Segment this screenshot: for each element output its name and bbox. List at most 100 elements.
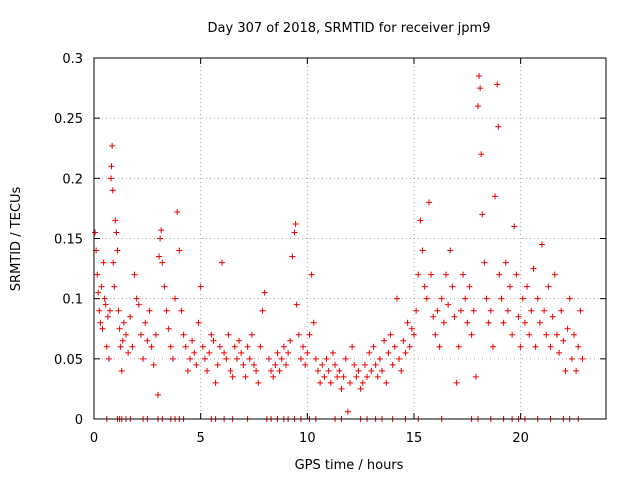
data-point [487, 307, 494, 314]
data-point [182, 343, 189, 350]
data-point [425, 199, 432, 206]
data-point [95, 289, 102, 296]
data-point [104, 313, 111, 320]
data-point [376, 355, 383, 362]
data-point [344, 408, 351, 415]
data-point [391, 343, 398, 350]
data-point [389, 361, 396, 368]
data-point [408, 325, 415, 332]
data-point [295, 331, 302, 338]
data-point [534, 295, 541, 302]
data-point [338, 385, 345, 392]
data-point [519, 295, 526, 302]
data-point [94, 271, 101, 278]
data-point [100, 259, 107, 266]
data-point [163, 307, 170, 314]
data-point [334, 373, 341, 380]
data-point [227, 367, 234, 374]
data-point [379, 367, 385, 374]
data-point [492, 193, 499, 200]
data-point [285, 349, 292, 356]
data-point [457, 307, 464, 314]
data-point [201, 355, 208, 362]
x-tick-label: 20 [512, 431, 529, 446]
data-point [221, 349, 228, 356]
data-point [462, 295, 469, 302]
data-point [558, 307, 565, 314]
data-point [159, 259, 166, 266]
data-point [526, 331, 533, 338]
data-point [432, 331, 439, 338]
data-point [500, 319, 507, 326]
data-point [270, 373, 277, 380]
data-point [102, 301, 109, 308]
data-point [479, 211, 486, 218]
data-point [174, 209, 181, 216]
data-point [114, 247, 121, 254]
data-point [438, 295, 445, 302]
data-point [445, 301, 452, 308]
data-point [293, 301, 300, 308]
data-point [238, 349, 245, 356]
data-point [477, 85, 484, 92]
data-point [553, 331, 560, 338]
data-point [289, 253, 296, 260]
data-point [150, 361, 157, 368]
data-point [156, 253, 163, 260]
data-point [251, 361, 257, 368]
data-point [312, 355, 319, 362]
data-point [402, 349, 409, 356]
data-point [568, 355, 575, 362]
data-point [421, 283, 428, 290]
data-point [560, 337, 567, 344]
data-point [483, 295, 490, 302]
data-point [419, 247, 426, 254]
data-point [521, 319, 528, 326]
data-point [536, 319, 543, 326]
data-point [292, 221, 299, 228]
data-point [193, 361, 200, 368]
data-point [101, 295, 108, 302]
data-point [577, 307, 584, 314]
data-point [496, 271, 503, 278]
data-point [212, 379, 219, 386]
data-point [327, 379, 334, 386]
data-point [364, 373, 371, 380]
data-point [430, 313, 437, 320]
data-point [158, 227, 165, 234]
data-point [129, 343, 136, 350]
data-point [161, 283, 168, 290]
data-point [244, 343, 251, 350]
data-point [115, 307, 122, 314]
data-point [485, 319, 492, 326]
data-point [504, 307, 511, 314]
data-point [466, 283, 473, 290]
data-point [109, 187, 116, 194]
data-point [396, 355, 403, 362]
data-point [206, 349, 213, 356]
data-point [169, 355, 176, 362]
data-point [579, 355, 586, 362]
data-point [415, 271, 422, 278]
data-point [319, 361, 326, 368]
data-point [315, 367, 321, 374]
data-point [566, 295, 573, 302]
data-point [283, 361, 289, 368]
axis-ticks: 0 5 10 15 20 0 0.05 0.1 0.15 0.2 0.25 0.3 [54, 52, 606, 446]
data-point [406, 343, 413, 350]
data-point [428, 271, 435, 278]
data-point [411, 331, 417, 338]
data-point [216, 343, 223, 350]
data-point [385, 349, 392, 356]
data-point [180, 331, 187, 338]
data-point [242, 373, 249, 380]
data-point [551, 271, 558, 278]
x-tick-label: 0 [90, 431, 98, 446]
data-point [541, 307, 548, 314]
data-point [110, 259, 117, 266]
data-point [261, 289, 268, 296]
data-point [176, 247, 183, 254]
data-point [381, 337, 388, 344]
data-point [155, 391, 161, 398]
data-point [310, 319, 317, 326]
